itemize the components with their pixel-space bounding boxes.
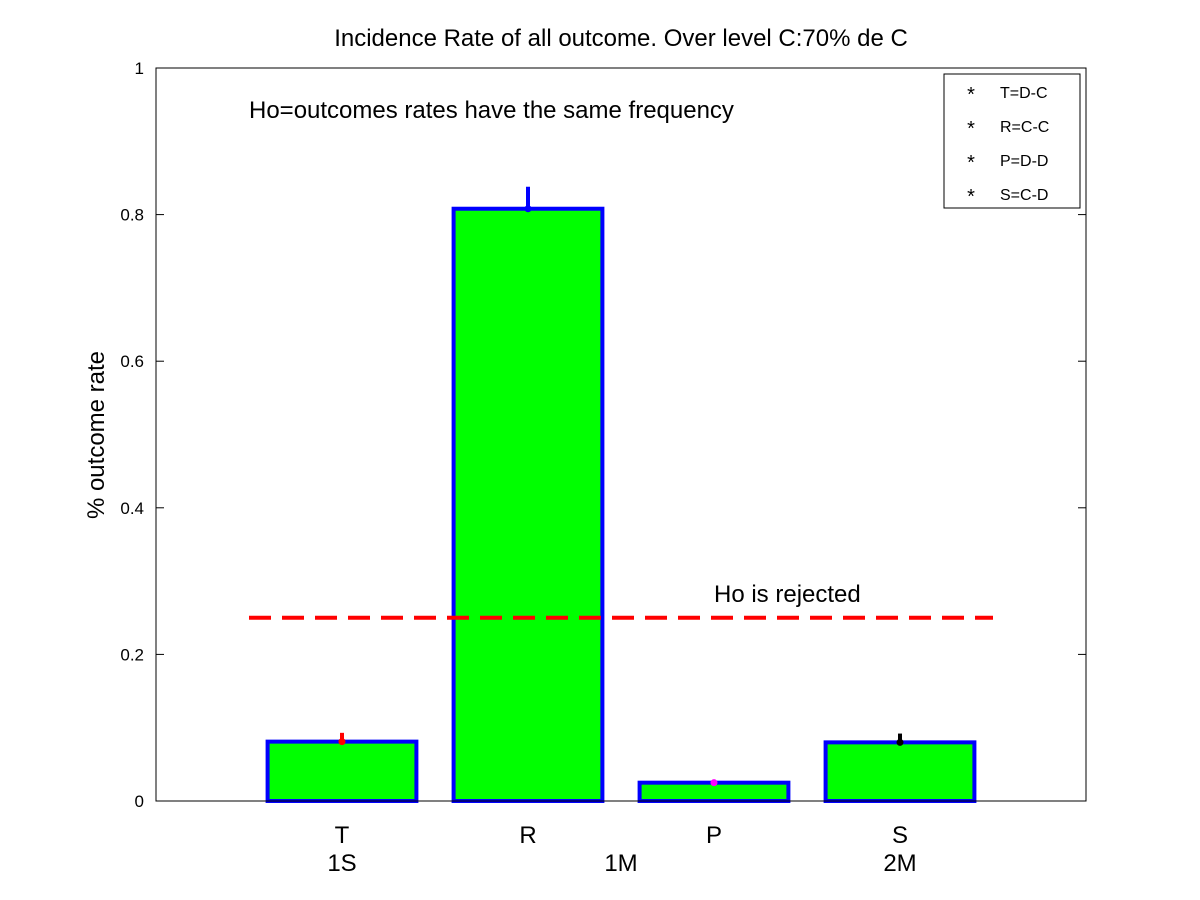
group-label-1s: 1S (327, 850, 356, 877)
legend-label-p: P=D-D (1000, 153, 1048, 170)
plot-frame (155, 67, 1087, 802)
mean-marker-t (338, 738, 346, 746)
asterisk-icon: * (967, 118, 975, 140)
bar-s (823, 740, 977, 803)
group-label-2m: 2M (883, 850, 916, 877)
error-markers-layer (338, 186, 904, 787)
legend-item-t: * T=D-C (967, 84, 1047, 106)
x-tick-label-r: R (519, 822, 536, 849)
y-tick-label: 0.6 (120, 352, 144, 371)
mean-marker-s (896, 738, 904, 746)
asterisk-icon: * (967, 84, 975, 106)
x-tick-label-t: T (335, 822, 350, 849)
chart-title: Incidence Rate of all outcome. Over leve… (334, 25, 908, 52)
rejection-annotation: Ho is rejected (714, 581, 861, 608)
legend-box (943, 73, 1081, 209)
legend-item-s: * S=C-D (967, 186, 1048, 208)
y-tick-label: 1 (135, 59, 144, 78)
y-tick-label: 0.4 (120, 499, 144, 518)
y-ticks-layer: 0 0.2 0.4 0.6 0.8 1 (120, 59, 1086, 811)
y-tick-label: 0.2 (120, 645, 144, 664)
asterisk-icon: * (967, 186, 975, 208)
y-tick-label: 0.8 (120, 206, 144, 225)
legend-label-r: R=C-C (1000, 119, 1049, 136)
x-labels-layer: T R P S 1S 1M 2M (327, 822, 916, 877)
legend-item-r: * R=C-C (967, 118, 1049, 140)
legend-item-p: * P=D-D (967, 152, 1048, 174)
legend-label-s: S=C-D (1000, 187, 1048, 204)
group-label-1m: 1M (604, 850, 637, 877)
asterisk-icon: * (967, 152, 975, 174)
mean-marker-p (710, 779, 718, 787)
x-tick-label-s: S (892, 822, 908, 849)
bar-t (265, 739, 419, 804)
y-tick-label: 0 (135, 792, 144, 811)
plot-area (156, 68, 1086, 801)
x-tick-label-p: P (706, 822, 722, 849)
mean-marker-r (524, 205, 532, 213)
legend: * T=D-C * R=C-C * P=D-D * S=C-D (943, 73, 1081, 209)
legend-label-t: T=D-C (1000, 85, 1048, 102)
hypothesis-annotation: Ho=outcomes rates have the same frequenc… (249, 97, 734, 124)
y-axis-label: % outcome rate (83, 351, 110, 519)
bar-r (451, 206, 605, 803)
